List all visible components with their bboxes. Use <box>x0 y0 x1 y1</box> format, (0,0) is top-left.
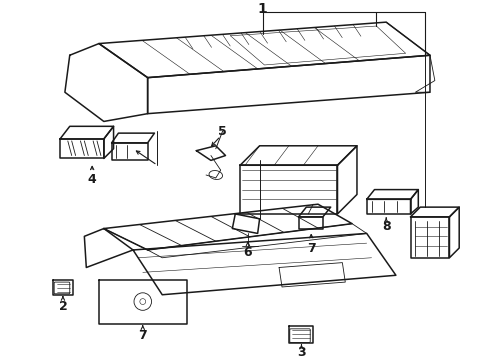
Text: 7: 7 <box>138 329 147 342</box>
Text: 3: 3 <box>297 346 306 359</box>
Text: 7: 7 <box>307 242 316 255</box>
Text: 4: 4 <box>88 174 97 186</box>
Text: 6: 6 <box>244 246 252 260</box>
Text: 5: 5 <box>218 125 227 138</box>
Text: 2: 2 <box>59 300 67 313</box>
Text: 8: 8 <box>382 220 391 233</box>
Text: 1: 1 <box>258 1 268 15</box>
